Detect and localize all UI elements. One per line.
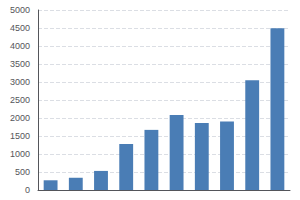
svg-text:1000: 1000 <box>10 149 30 159</box>
svg-text:5000: 5000 <box>10 5 30 15</box>
svg-text:3500: 3500 <box>10 59 30 69</box>
svg-text:0: 0 <box>25 185 30 195</box>
svg-text:1500: 1500 <box>10 131 30 141</box>
svg-text:3000: 3000 <box>10 77 30 87</box>
svg-text:4000: 4000 <box>10 41 30 51</box>
svg-text:4500: 4500 <box>10 23 30 33</box>
svg-text:500: 500 <box>15 167 30 177</box>
svg-text:2000: 2000 <box>10 113 30 123</box>
svg-text:2500: 2500 <box>10 95 30 105</box>
